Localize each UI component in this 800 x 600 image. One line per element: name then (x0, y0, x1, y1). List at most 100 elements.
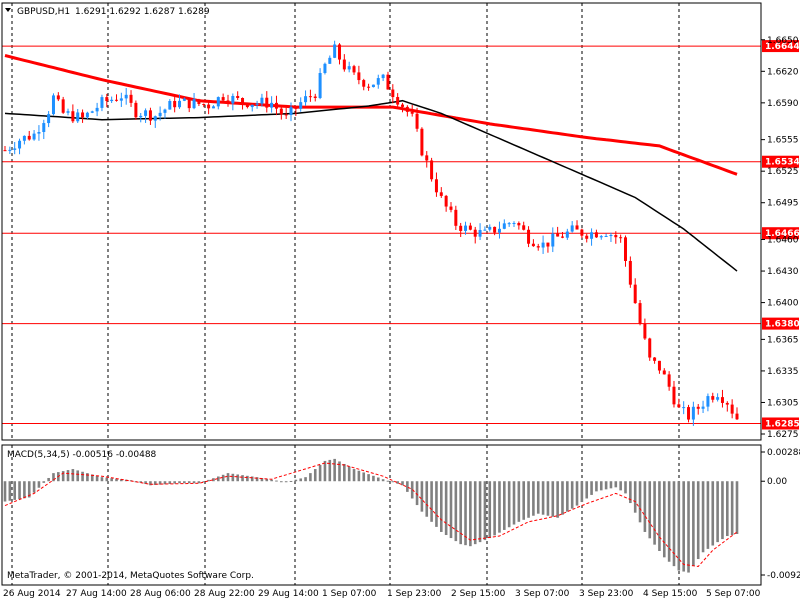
macd-bar (110, 478, 113, 482)
macd-bar (599, 481, 603, 491)
macd-bar (328, 459, 332, 482)
macd-bar (289, 480, 293, 482)
candle-body (202, 103, 206, 105)
macd-bar (47, 477, 50, 482)
macd-bar (347, 466, 351, 482)
macd-bar (120, 479, 123, 482)
macd-bar (95, 475, 99, 482)
candle-body (614, 235, 618, 238)
macd-bar (23, 481, 26, 499)
price-level-lines: 1.6644 1.6534 1.6466 1.6380 1.6285 (2, 40, 800, 430)
candle-body (27, 135, 31, 140)
macd-bar (357, 470, 361, 482)
candle-body (376, 78, 380, 85)
macd-bar (280, 481, 283, 483)
macd-bar (454, 481, 458, 542)
candle-body (706, 396, 710, 407)
ohlc-values: 1.6291 1.6292 1.6287 1.6289 (75, 7, 210, 17)
level-tag-label: 1.6380 (765, 320, 800, 330)
macd-bar (726, 481, 729, 537)
macd-bar (376, 477, 380, 482)
x-tick-label: 26 Aug 2014 (3, 589, 61, 599)
level-tag (762, 317, 799, 330)
candle-body (711, 396, 715, 400)
macd-y-tick-label: 0.00288 (767, 448, 800, 458)
macd-bar (343, 463, 346, 482)
macd-bar (692, 481, 695, 566)
candle-body (565, 231, 569, 238)
y-tick-label: 1.6335 (767, 367, 799, 377)
candle-body (289, 107, 293, 115)
candle-body (662, 370, 666, 375)
macd-bar (629, 481, 632, 504)
macd-bar (614, 481, 618, 488)
macd-bar (415, 481, 419, 506)
macd-bar (338, 461, 341, 482)
macd-bar (139, 481, 143, 483)
candle-body (61, 99, 65, 113)
candle-body (187, 98, 191, 109)
macd-bar (604, 481, 608, 490)
macd-bar (178, 481, 181, 484)
macd-bar (420, 481, 424, 512)
macd-bar (386, 480, 390, 482)
macd-bar (246, 475, 249, 482)
macd-bar (667, 481, 671, 562)
dropdown-arrow-icon[interactable] (5, 8, 11, 12)
macd-bar (362, 472, 366, 482)
candle-body (265, 97, 269, 108)
macd-bar (333, 458, 336, 482)
macd-bar (158, 481, 162, 485)
macd-bar (13, 481, 16, 500)
candle-body (318, 73, 322, 98)
candle-body (556, 233, 560, 237)
candle-body (468, 225, 472, 230)
macd-bar (192, 481, 196, 484)
macd-bar (536, 481, 540, 514)
candle-body (153, 116, 157, 121)
macd-title: MACD(5,34,5) -0.00516 -0.00488 (7, 450, 157, 460)
axis-labels: 1.6650 1.6620 1.6590 1.6555 1.6525 1.6495 1.64… (3, 36, 800, 599)
x-tick-label: 27 Aug 14:00 (66, 589, 127, 599)
candle-body (37, 132, 41, 134)
candle-body (32, 133, 36, 140)
candle-body (687, 407, 691, 420)
macd-bar (115, 478, 118, 482)
macd-bar (590, 481, 593, 495)
candle-body (396, 97, 400, 105)
candle-body (696, 406, 700, 409)
candle-body (381, 74, 385, 79)
macd-bar (711, 481, 715, 546)
candle-body (333, 44, 337, 58)
macd-bar (391, 481, 395, 483)
candle-body (270, 102, 274, 108)
macd-bar (406, 481, 409, 492)
candle-body (667, 374, 671, 387)
macd-bar (86, 473, 89, 482)
level-tag (762, 155, 799, 168)
candle-body (158, 112, 162, 117)
candle-body (304, 96, 308, 103)
macd-bar (202, 481, 206, 483)
y-tick-label: 1.6305 (767, 398, 799, 408)
candle-body (725, 402, 729, 405)
candle-body (134, 102, 138, 118)
macd-bar (566, 481, 569, 512)
macd-bar (430, 481, 433, 522)
candle-body (56, 95, 60, 100)
candle-body (182, 98, 186, 101)
macd-bar (309, 473, 312, 482)
macd-bar (648, 481, 652, 539)
macd-bar (653, 481, 656, 545)
x-tick-label: 1 Sep 23:00 (387, 589, 442, 599)
macd-bar (265, 478, 269, 482)
macd-bar (284, 481, 288, 483)
candle-body (47, 114, 51, 124)
macd-window-border (1, 444, 762, 586)
candle-body (507, 223, 511, 225)
macd-bar (672, 481, 676, 567)
candle-body (22, 135, 26, 141)
candle-body (405, 106, 409, 112)
macd-bar (187, 481, 191, 484)
